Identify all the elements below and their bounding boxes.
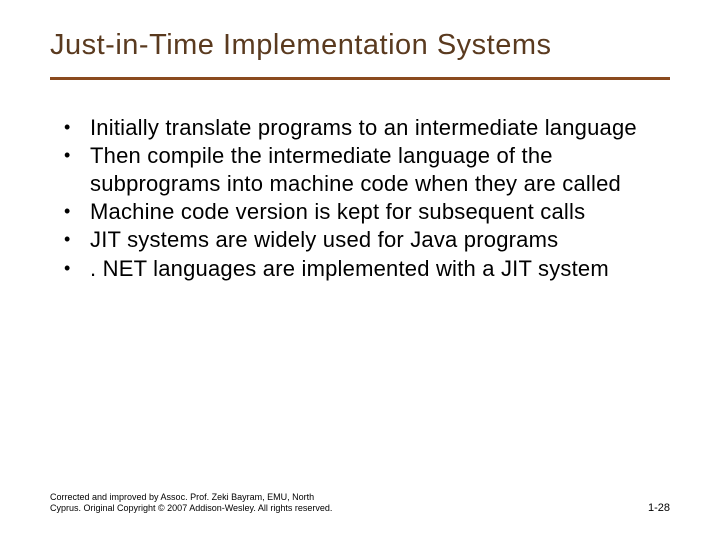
list-item: Initially translate programs to an inter… xyxy=(56,114,670,142)
slide-title: Just-in-Time Implementation Systems xyxy=(50,28,670,63)
list-item: JIT systems are widely used for Java pro… xyxy=(56,226,670,254)
title-divider xyxy=(50,77,670,80)
page-number: 1-28 xyxy=(648,502,670,514)
bullet-list: Initially translate programs to an inter… xyxy=(50,114,670,283)
slide-container: Just-in-Time Implementation Systems Init… xyxy=(0,0,720,540)
footer-attribution: Corrected and improved by Assoc. Prof. Z… xyxy=(50,492,332,515)
list-item: Machine code version is kept for subsequ… xyxy=(56,198,670,226)
footer-line-2: Cyprus. Original Copyright © 2007 Addiso… xyxy=(50,503,332,513)
slide-footer: Corrected and improved by Assoc. Prof. Z… xyxy=(50,492,670,515)
footer-line-1: Corrected and improved by Assoc. Prof. Z… xyxy=(50,492,314,502)
list-item: Then compile the intermediate language o… xyxy=(56,142,670,198)
list-item: . NET languages are implemented with a J… xyxy=(56,255,670,283)
